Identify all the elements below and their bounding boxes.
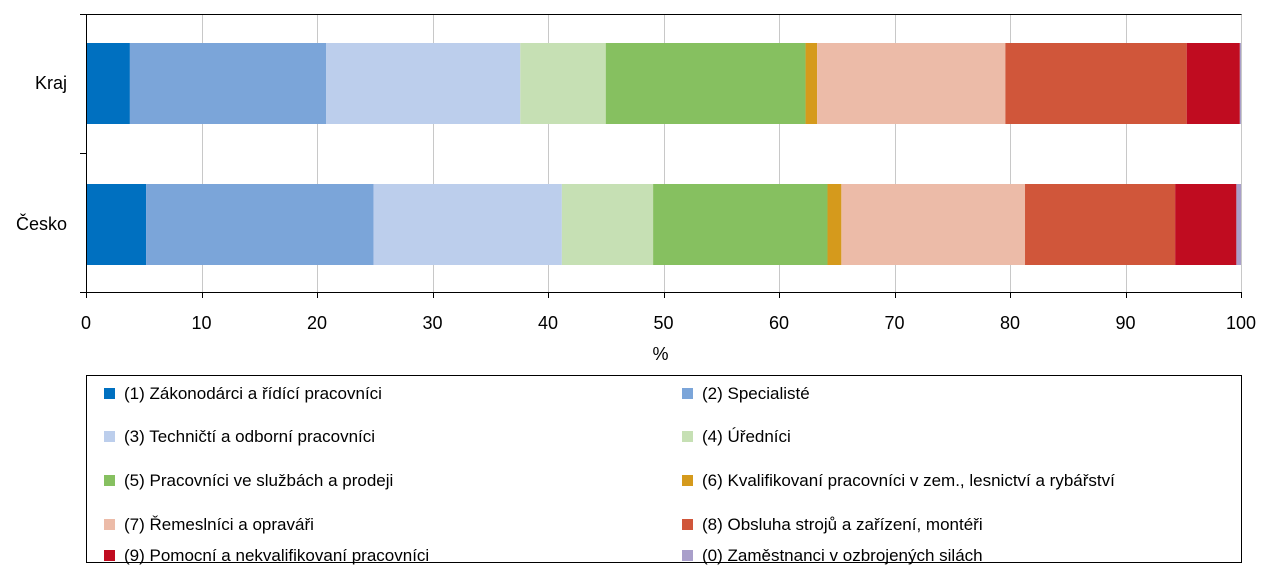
x-tick-label: 0 [81,313,91,333]
bar-Česko-series-8 [1025,184,1176,265]
bar-Kraj-series-9 [1186,43,1240,124]
legend-label-3: (3) Techničtí a odborní pracovníci [124,427,375,446]
bars [86,43,1241,265]
x-tick-label: 100 [1226,313,1256,333]
legend-label-9: (9) Pomocní a nekvalifikovaní pracovníci [124,546,429,565]
x-tick-label: 30 [422,313,442,333]
bar-Kraj-series-6 [805,43,818,124]
bar-Kraj-series-2 [129,43,327,124]
x-tick-label: 80 [1000,313,1020,333]
legend-swatch-5 [104,475,115,486]
bar-Česko-series-5 [653,184,828,265]
legend-swatch-2 [682,388,693,399]
axis-labels: 0 10 20 30 40 50 60 70 80 90 100% Kraj Česko [16,73,1256,364]
bar-Česko-series-10 [1236,184,1241,265]
legend-box [86,375,1242,563]
bar-Kraj-series-1 [86,43,130,124]
category-label-Česko: Česko [16,213,67,234]
bar-Kraj-series-8 [1005,43,1187,124]
x-tick-label: 90 [1115,313,1135,333]
bar-Kraj-series-10 [1239,43,1241,124]
legend-label-2: (2) Specialisté [702,384,810,403]
x-tick-label: 60 [769,313,789,333]
legend-label-8: (8) Obsluha strojů a zařízení, montéři [702,515,983,534]
legend-label-7: (7) Řemeslníci a opraváři [124,515,314,534]
x-tick-label: 70 [884,313,904,333]
bar-Česko-series-9 [1175,184,1237,265]
bar-Kraj-series-5 [605,43,806,124]
legend-label-1: (1) Zákonodárci a řídící pracovníci [124,384,382,403]
bar-Kraj-series-7 [817,43,1006,124]
x-tick-label: 10 [191,313,211,333]
legend-swatch-9 [104,550,115,561]
category-label-Kraj: Kraj [35,73,67,93]
legend-swatch-6 [682,475,693,486]
legend-label-5: (5) Pracovníci ve službách a prodeji [124,471,393,490]
axes [80,14,1242,298]
bar-Česko-series-6 [827,184,842,265]
legend-label-4: (4) Úředníci [702,427,791,446]
legend-swatch-8 [682,519,693,530]
legend-swatch-3 [104,431,115,442]
bar-Česko-series-1 [86,184,147,265]
legend-swatch-4 [682,431,693,442]
bar-Česko-series-7 [841,184,1026,265]
legend-swatch-7 [104,519,115,530]
x-tick-label: 50 [653,313,673,333]
legend-label-10: (0) Zaměstnanci v ozbrojených silách [702,546,983,565]
legend-label-6: (6) Kvalifikovaní pracovníci v zem., les… [702,471,1115,490]
bar-Kraj-series-4 [520,43,606,124]
legend-swatch-10 [682,550,693,561]
bar-Kraj-series-3 [326,43,521,124]
x-tick-label: 20 [307,313,327,333]
bar-Česko-series-4 [561,184,654,265]
legend: (1) Zákonodárci a řídící pracovníci (2) S… [86,375,1242,565]
x-tick-label: 40 [538,313,558,333]
x-axis-title: % [652,344,668,364]
bar-Česko-series-2 [146,184,374,265]
legend-swatch-1 [104,388,115,399]
bar-Česko-series-3 [373,184,562,265]
